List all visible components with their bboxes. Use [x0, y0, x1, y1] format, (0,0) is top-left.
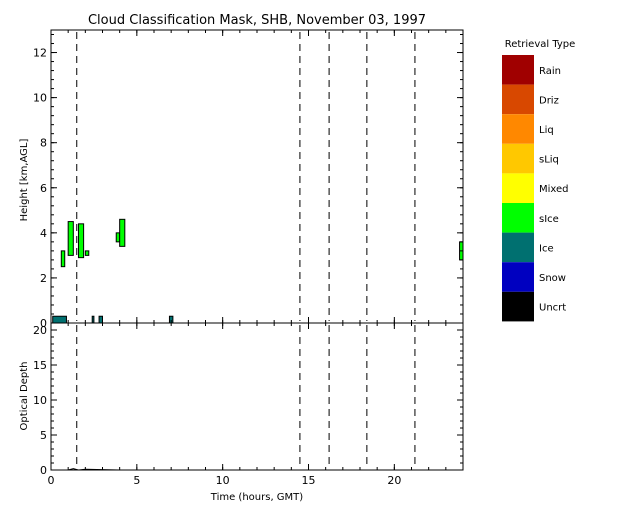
cloud-patch-7 [115, 232, 121, 243]
top-y-tick-label-6: 12 [33, 47, 47, 60]
bottom-y-tick-label-3: 15 [33, 359, 47, 372]
legend-swatch-sliq [502, 143, 534, 174]
legend-swatch-driz [502, 84, 534, 115]
top-y-tick-label-2: 4 [40, 227, 47, 240]
x-axis-label: Time (hours, GMT) [210, 492, 304, 503]
cloud-patch-6 [98, 315, 103, 324]
cloud-patch-3 [77, 223, 85, 259]
top-y-tick-label-0: 0 [40, 317, 47, 330]
legend-swatch-sice [502, 203, 534, 233]
legend-label-sice: sIce [539, 214, 559, 225]
optical-depth-panel: 0 5 10 15 20 0 5 10 15 20 [33, 322, 464, 487]
bottom-y-tick-label-1: 5 [40, 429, 47, 442]
cloud-patch-5 [91, 315, 95, 324]
legend-label-mixed: Mixed [539, 184, 569, 195]
legend-swatch-rain [502, 55, 534, 85]
chart-title: Cloud Classification Mask, SHB, November… [88, 13, 426, 28]
bottom-y-tick-label-0: 0 [40, 464, 47, 477]
cloud-patch-4 [84, 250, 90, 256]
legend-label-snow: Snow [539, 273, 566, 284]
top-y-axis-label: Height [km,AGL] [19, 139, 30, 222]
legend-label-sliq: sLiq [539, 155, 559, 166]
top-y-tick-label-4: 8 [40, 137, 47, 150]
top-y-tick-label-1: 2 [40, 272, 47, 285]
legend-label-rain: Rain [539, 66, 561, 77]
height-panel: 0 2 4 6 8 10 12 [33, 29, 464, 330]
legend-label-liq: Liq [539, 125, 554, 136]
bottom-panel-frame [50, 322, 464, 471]
bottom-y-tick-label-4: 20 [33, 324, 47, 337]
cloud-patch-8 [119, 218, 126, 247]
bottom-y-tick-label-2: 10 [33, 394, 47, 407]
bottom-y-axis-label: Optical Depth [19, 362, 30, 431]
cloud-patch-2 [67, 221, 74, 256]
legend-swatch-snow [502, 262, 534, 292]
legend-swatch-mixed [502, 173, 534, 203]
legend-swatch-ice [502, 232, 534, 263]
legend-swatch-liq [502, 114, 534, 144]
x-tick-label-4: 20 [387, 474, 401, 487]
legend-swatch-uncrt [502, 291, 534, 322]
legend-title: Retrieval Type [505, 39, 576, 50]
top-panel-frame [50, 29, 464, 324]
cloud-patch-0 [52, 315, 67, 324]
legend-label-driz: Driz [539, 95, 559, 106]
legend-label-uncrt: Uncrt [539, 303, 566, 314]
x-tick-label-1: 5 [133, 474, 140, 487]
x-tick-label-2: 10 [216, 474, 230, 487]
x-tick-label-3: 15 [302, 474, 316, 487]
top-y-tick-label-5: 10 [33, 92, 47, 105]
x-tick-label-0: 0 [48, 474, 55, 487]
legend: Rain Driz Liq sLiq Mixed sIce Ice Snow Uncrt [502, 55, 569, 322]
legend-label-ice: Ice [539, 243, 554, 254]
top-y-tick-label-3: 6 [40, 182, 47, 195]
cloud-patch-1 [60, 250, 66, 268]
